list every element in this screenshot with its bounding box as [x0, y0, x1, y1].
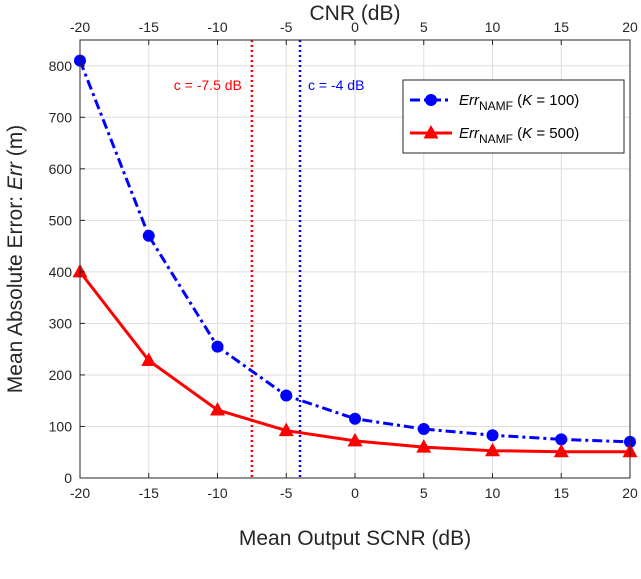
y-tick-label: 200	[49, 367, 73, 383]
x-tick-label: 0	[351, 485, 359, 501]
legend-sub-k500: NAMF	[479, 132, 513, 146]
x-tick-label: 20	[622, 485, 638, 501]
top-x-tick-label: 5	[420, 19, 428, 35]
legend-label-k500: ErrNAMF (K = 500)	[459, 125, 579, 146]
x-tick-label: 15	[553, 485, 569, 501]
top-x-tick-label: -10	[207, 19, 227, 35]
y-tick-label: 0	[64, 470, 72, 486]
series-1-point	[347, 432, 363, 447]
top-x-tick-label: -15	[139, 19, 159, 35]
tick-layer: -20 -15 -10 -5 0 5 10 15 20-20 -15 -10 -5 0 5 10 15 2001…	[49, 19, 638, 501]
y-tick-label: 600	[49, 161, 73, 177]
y-axis-label-var: Err	[4, 161, 27, 190]
y-axis-label: Mean Absolute Error: Err (m)	[4, 125, 27, 393]
legend-entry-k100: ErrNAMF (K = 100)	[410, 92, 579, 113]
top-x-tick-label: 20	[622, 19, 638, 35]
x-tick-label: -10	[207, 485, 227, 501]
series-layer	[72, 54, 638, 458]
top-x-tick-label: 15	[553, 19, 569, 35]
y-tick-label: 300	[49, 315, 73, 331]
legend-marker-k100	[425, 94, 437, 106]
series-0-point	[555, 433, 568, 446]
threshold-lines: c = -7.5 dB c = -4 dB	[174, 40, 364, 478]
series-1-point	[416, 439, 432, 453]
top-x-tick-label: 0	[351, 19, 359, 35]
x-tick-label: 5	[420, 485, 428, 501]
top-x-tick-label: 10	[485, 19, 501, 35]
legend-param-k100: K	[522, 92, 533, 109]
x-tick-label: -15	[139, 485, 159, 501]
threshold-label-0: c = -7.5 dB	[174, 77, 242, 93]
x-tick-label: 10	[485, 485, 501, 501]
y-tick-label: 400	[49, 264, 73, 280]
series-0-point	[280, 389, 293, 402]
y-tick-label: 100	[49, 418, 73, 434]
series-0-point	[417, 423, 430, 436]
legend: ErrNAMF (K = 100) ErrNAMF (K = 500)	[402, 79, 625, 154]
series-0-point	[211, 340, 224, 353]
legend-entry-k500: ErrNAMF (K = 500)	[410, 125, 579, 146]
legend-label-k100: ErrNAMF (K = 100)	[459, 92, 579, 113]
series-1-point	[141, 352, 157, 367]
legend-var-k100: Err	[459, 92, 480, 109]
top-axis-label: CNR (dB)	[309, 2, 400, 25]
legend-box	[402, 79, 625, 154]
series-line-0	[78, 60, 631, 444]
y-tick-label: 800	[49, 58, 73, 74]
legend-val-k100: = 100)	[532, 92, 579, 109]
series-1-point	[485, 442, 500, 457]
legend-open-k500: (	[513, 125, 522, 142]
y-tick-label: 500	[49, 212, 73, 228]
series-0-point	[142, 229, 155, 242]
series-0-point	[349, 412, 361, 425]
series-1-point	[553, 443, 569, 458]
legend-param-k500: K	[522, 125, 533, 142]
legend-val-k500: = 500)	[532, 125, 579, 142]
legend-open-k100: (	[513, 92, 522, 109]
series-1-point	[210, 401, 225, 416]
x-axis-label: Mean Output SCNR (dB)	[239, 527, 471, 550]
threshold-label-1: c = -4 dB	[308, 77, 364, 93]
legend-sub-k100: NAMF	[479, 99, 513, 113]
y-tick-label: 700	[49, 109, 73, 125]
top-x-tick-label: -20	[70, 19, 90, 35]
series-0-point	[486, 429, 499, 442]
legend-marker-k500	[423, 125, 439, 139]
series-1-point	[278, 422, 294, 437]
top-x-tick-label: -5	[280, 19, 293, 35]
y-axis-label-suffix: (m)	[4, 125, 27, 162]
x-tick-label: -5	[280, 485, 293, 501]
x-tick-label: -20	[70, 485, 90, 501]
y-axis-label-prefix: Mean Absolute Error:	[4, 190, 27, 393]
legend-var-k500: Err	[459, 125, 480, 142]
